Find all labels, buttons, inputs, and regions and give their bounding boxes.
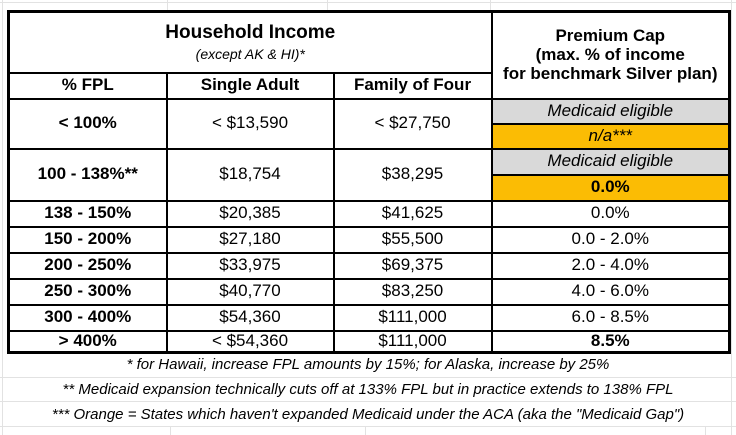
fpl-cell[interactable]: 100 - 138%** [7,147,168,202]
household-income-header-cell[interactable]: Household Income (except AK & HI)* [7,10,493,74]
family-of-four-cell[interactable]: $38,295 [332,147,493,202]
premium-zero-cell[interactable]: 0.0% [490,173,731,202]
premium-cap-cell[interactable]: 8.5% [490,329,731,354]
footnote-hawaii-alaska[interactable]: * for Hawaii, increase FPL amounts by 15… [0,351,736,378]
single-adult-cell[interactable]: $33,975 [165,251,335,280]
single-adult-cell[interactable]: < $54,360 [165,329,335,354]
single-adult-cell[interactable]: $40,770 [165,277,335,306]
family-of-four-cell[interactable]: $111,000 [332,329,493,354]
gridline-stub-bottom-1 [170,427,171,435]
gridline-vertical-left [2,0,3,435]
household-income-title: Household Income [165,21,336,43]
household-income-subtitle: (except AK & HI)* [195,45,305,62]
footnote-medicaid-gap[interactable]: *** Orange = States which haven't expand… [0,402,736,427]
column-header-fpl[interactable]: % FPL [7,71,168,100]
fpl-cell[interactable]: < 100% [7,97,168,150]
fpl-cell[interactable]: 138 - 150% [7,199,168,228]
gridline-stub-bottom-3 [705,427,706,435]
gridline-stub-bottom-2 [365,427,366,435]
single-adult-cell[interactable]: < $13,590 [165,97,335,150]
family-of-four-cell[interactable]: < $27,750 [332,97,493,150]
premium-cap-cell[interactable]: 4.0 - 6.0% [490,277,731,306]
column-header-family-of-four[interactable]: Family of Four [332,71,493,100]
family-of-four-cell[interactable]: $83,250 [332,277,493,306]
gridline-horizontal-top [0,2,736,3]
footnote-medicaid-expansion[interactable]: ** Medicaid expansion technically cuts o… [0,378,736,402]
single-adult-cell[interactable]: $27,180 [165,225,335,254]
premium-cap-cell[interactable]: 0.0% [490,199,731,228]
gridline-vertical-right [731,0,732,435]
premium-cap-cell[interactable]: 0.0 - 2.0% [490,225,731,254]
premium-cap-cell[interactable]: 2.0 - 4.0% [490,251,731,280]
fpl-cell[interactable]: 300 - 400% [7,303,168,332]
premium-medicaid-eligible-cell[interactable]: Medicaid eligible [490,147,731,176]
single-adult-cell[interactable]: $18,754 [165,147,335,202]
fpl-cell[interactable]: 150 - 200% [7,225,168,254]
single-adult-cell[interactable]: $54,360 [165,303,335,332]
gridline-stub-top-3 [490,0,491,10]
family-of-four-cell[interactable]: $41,625 [332,199,493,228]
fpl-cell[interactable]: > 400% [7,329,168,354]
family-of-four-cell[interactable]: $69,375 [332,251,493,280]
family-of-four-cell[interactable]: $111,000 [332,303,493,332]
premium-cap-cell[interactable]: 6.0 - 8.5% [490,303,731,332]
premium-cap-header-cell[interactable]: Premium Cap (max. % of income for benchm… [490,10,731,100]
column-header-single-adult[interactable]: Single Adult [165,71,335,100]
single-adult-cell[interactable]: $20,385 [165,199,335,228]
premium-na-cell[interactable]: n/a*** [490,122,731,150]
gridline-stub-top-1 [167,0,168,10]
fpl-cell[interactable]: 200 - 250% [7,251,168,280]
income-premium-table: Household Income (except AK & HI)* Premi… [7,10,732,354]
premium-medicaid-eligible-cell[interactable]: Medicaid eligible [490,97,731,125]
fpl-cell[interactable]: 250 - 300% [7,277,168,306]
family-of-four-cell[interactable]: $55,500 [332,225,493,254]
gridline-stub-top-2 [327,0,328,10]
